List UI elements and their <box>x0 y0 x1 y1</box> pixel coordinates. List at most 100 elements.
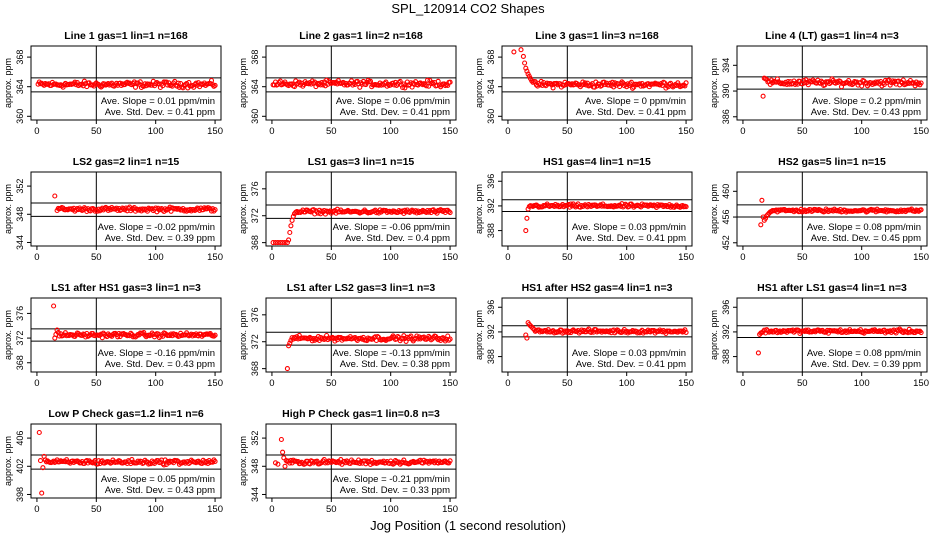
x-tick-label: 150 <box>913 126 929 137</box>
slope-annotation: Ave. Slope = 0 ppm/min <box>585 96 686 107</box>
panel-title: High P Check gas=1 lin=0.8 n=3 <box>282 408 440 420</box>
x-tick-label: 50 <box>91 252 102 263</box>
data-point <box>615 81 621 87</box>
y-tick-label: 392 <box>721 324 731 339</box>
slope-annotation: Ave. Slope = 0.03 ppm/min <box>572 348 686 359</box>
data-point <box>52 193 58 199</box>
x-tick-label: 0 <box>740 126 745 137</box>
data-point <box>212 82 218 88</box>
data-point <box>683 329 689 335</box>
data-point <box>439 207 445 213</box>
data-point <box>275 240 281 246</box>
x-tick-label: 0 <box>740 252 745 263</box>
x-tick-label: 50 <box>562 252 573 263</box>
plot-frame <box>736 45 928 121</box>
stddev-annotation: Ave. Std. Dev. = 0.45 ppm <box>811 233 921 244</box>
chart-panel-3: Line 3 gas=1 lin=3 n=168 0 50 100 150 360 364 3… <box>474 30 694 137</box>
data-point <box>272 240 279 246</box>
data-point <box>523 228 529 234</box>
panel-title: HS2 gas=5 lin=1 n=15 <box>778 156 886 168</box>
data-point <box>282 240 288 246</box>
y-tick-label: 360 <box>15 109 25 124</box>
y-tick-label: 372 <box>250 334 260 349</box>
data-point <box>191 84 197 90</box>
y-tick-label: 388 <box>486 223 496 238</box>
data-points <box>270 206 453 246</box>
y-tick-label: 390 <box>721 84 731 99</box>
chart-panel-9: LS1 after HS1 gas=3 lin=1 n=3 0 50 100 150 36… <box>3 282 223 389</box>
data-point <box>278 436 284 443</box>
data-point <box>315 210 321 216</box>
slope-annotation: Ave. Slope = 0.06 ppm/min <box>336 96 450 107</box>
y-tick-label: 392 <box>486 324 496 339</box>
data-point <box>524 215 530 221</box>
plot-frame <box>501 171 693 247</box>
data-point <box>290 213 296 219</box>
y-tick-label: 460 <box>721 184 731 199</box>
data-point <box>398 82 404 88</box>
data-point <box>447 458 453 464</box>
plot-frame <box>265 45 457 121</box>
x-tick-label: 150 <box>678 378 694 389</box>
y-tick-label: 348 <box>15 207 25 222</box>
y-tick-label: 396 <box>486 300 496 315</box>
x-tick-label: 150 <box>207 504 223 515</box>
x-tick-label: 0 <box>34 126 39 137</box>
data-point <box>628 79 634 85</box>
data-point <box>286 237 292 243</box>
panel-title: LS1 after HS1 gas=3 lin=1 n=3 <box>51 282 201 294</box>
x-tick-label: 150 <box>207 252 223 263</box>
x-tick-label: 150 <box>678 252 694 263</box>
panel-title: LS2 gas=2 lin=1 n=15 <box>73 156 180 168</box>
data-points <box>36 429 218 496</box>
plot-frame <box>501 297 693 373</box>
data-point <box>161 462 167 468</box>
stddev-annotation: Ave. Std. Dev. = 0.4 ppm <box>345 233 450 244</box>
data-points <box>52 193 218 215</box>
x-tick-label: 150 <box>442 378 458 389</box>
x-tick-label: 50 <box>562 378 573 389</box>
data-point <box>423 83 429 89</box>
panel-title: HS1 after LS1 gas=4 lin=1 n=3 <box>757 282 907 294</box>
y-tick-label: 372 <box>15 331 25 346</box>
chart-panel-7: HS1 gas=4 lin=1 n=15 0 50 100 150 388 392 396ap… <box>474 156 694 263</box>
panel-title: LS1 gas=3 lin=1 n=15 <box>308 156 415 168</box>
y-tick-label: 396 <box>486 174 496 189</box>
data-point <box>98 84 104 90</box>
data-point <box>357 84 363 90</box>
data-point <box>306 336 312 342</box>
y-tick-label: 376 <box>250 181 260 196</box>
data-point <box>859 83 865 89</box>
x-tick-label: 0 <box>505 126 510 137</box>
data-point <box>51 303 57 309</box>
data-point <box>287 340 293 346</box>
chart-panel-14: High P Check gas=1 lin=0.8 n=3 0 50 100 150 3… <box>238 408 458 515</box>
y-axis-label: approx. ppm <box>3 310 13 360</box>
x-tick-label: 100 <box>854 378 870 389</box>
data-point <box>609 79 615 85</box>
stddev-annotation: Ave. Std. Dev. = 0.41 ppm <box>576 107 686 118</box>
x-tick-label: 50 <box>91 378 102 389</box>
data-point <box>759 197 765 203</box>
chart-panel-12: HS1 after LS1 gas=4 lin=1 n=3 0 50 100 150 38… <box>709 282 929 389</box>
y-axis-label: approx. ppm <box>474 184 484 234</box>
data-point <box>758 222 764 228</box>
data-point <box>284 240 290 246</box>
x-tick-label: 0 <box>269 504 274 515</box>
y-tick-label: 388 <box>721 349 731 364</box>
y-tick-label: 388 <box>486 349 496 364</box>
stddev-annotation: Ave. Std. Dev. = 0.41 ppm <box>576 233 686 244</box>
slope-annotation: Ave. Slope = -0.16 ppm/min <box>98 348 215 359</box>
x-tick-label: 100 <box>854 252 870 263</box>
plot-frame <box>30 45 222 121</box>
y-tick-label: 360 <box>250 109 260 124</box>
y-tick-label: 364 <box>250 79 260 94</box>
slope-annotation: Ave. Slope = -0.06 ppm/min <box>333 222 450 233</box>
x-tick-label: 100 <box>148 504 164 515</box>
stddev-annotation: Ave. Std. Dev. = 0.41 ppm <box>105 107 215 118</box>
y-tick-label: 406 <box>15 431 25 446</box>
data-point <box>99 335 105 341</box>
y-tick-label: 348 <box>250 459 260 474</box>
slope-annotation: Ave. Slope = -0.02 ppm/min <box>98 222 215 233</box>
chart-panel-1: Line 1 gas=1 lin=1 n=168 0 50 100 150 360 364 3… <box>3 30 223 137</box>
